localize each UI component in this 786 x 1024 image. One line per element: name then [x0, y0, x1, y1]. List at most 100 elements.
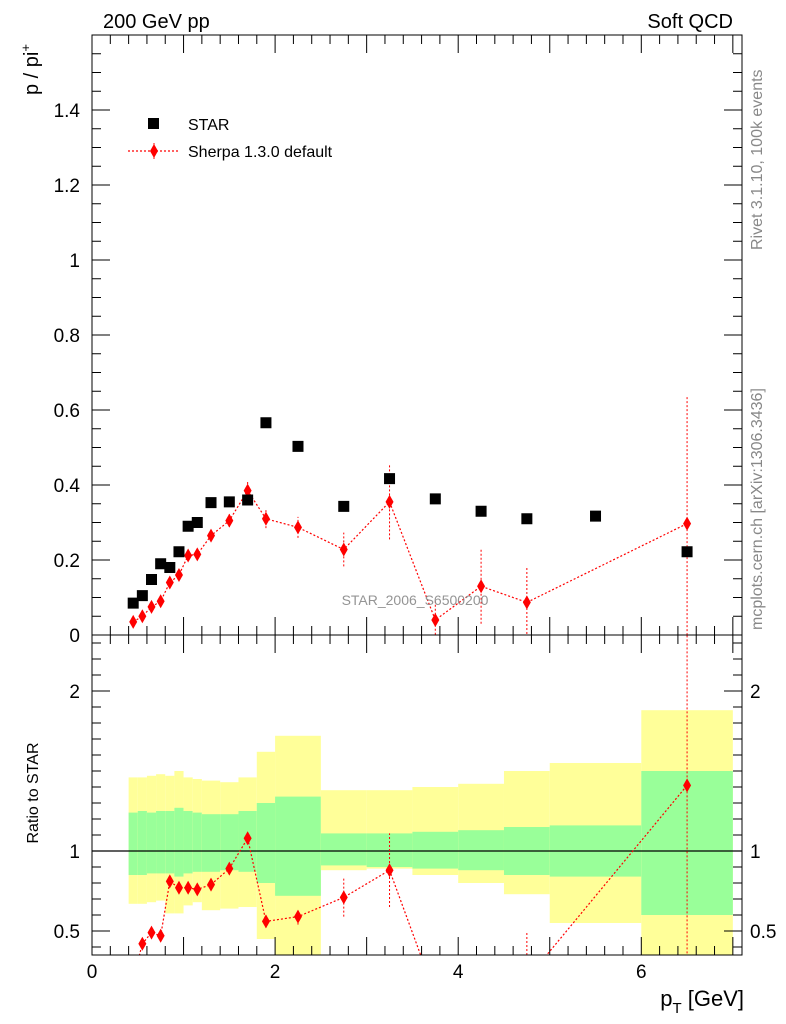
main-sherpa-point: [683, 516, 692, 531]
ratio-sherpa-point: [147, 925, 156, 940]
ratio-sherpa-point: [523, 972, 531, 986]
x-axis-label-unit: [GeV]: [682, 986, 744, 1011]
rivet-label: Rivet 3.1.10, 100k events: [749, 69, 766, 250]
x-tick-label: 6: [636, 962, 647, 983]
ratio-band-inner: [458, 830, 504, 871]
ratio-band-inner: [156, 811, 166, 874]
main-star-point: [155, 558, 167, 570]
ratio-sherpa-point: [129, 972, 137, 986]
ratio-ylabel: Ratio to STAR: [25, 742, 42, 843]
ratio-band-inner: [192, 812, 202, 872]
ratio-sherpa-point: [138, 936, 147, 951]
ratio-sherpa-point: [261, 914, 270, 929]
ratio-sherpa-point: [207, 877, 216, 892]
ratio-band-inner: [641, 771, 733, 915]
ratio-band-inner: [128, 812, 138, 875]
main-ytick-label: 0: [69, 626, 80, 647]
x-tick-label: 4: [453, 962, 464, 983]
main-sherpa-point: [193, 547, 202, 562]
main-sherpa-point: [138, 609, 147, 624]
main-sherpa-point: [243, 483, 252, 498]
main-sherpa-point: [165, 575, 174, 590]
x-tick-label: 2: [270, 962, 281, 983]
main-star-point: [205, 497, 217, 509]
ratio-band-inner: [183, 811, 193, 874]
ratio-sherpa-series: [129, 635, 692, 1024]
main-ytick-label: 0.2: [54, 551, 80, 572]
legend-star-marker: [148, 118, 159, 129]
ratio-band-inner: [275, 796, 321, 896]
x-tick-label: 0: [87, 962, 98, 983]
main-ytick-label: 0.6: [54, 401, 80, 422]
legend-sherpa-marker: [150, 144, 158, 158]
ratio-sherpa-point: [193, 882, 202, 897]
main-ylabel-sup: +: [18, 44, 33, 52]
ratio-band-inner: [165, 811, 175, 874]
main-sherpa-point: [147, 599, 156, 614]
main-sherpa-point: [174, 568, 183, 582]
legend-sherpa-label: Sherpa 1.3.0 default: [188, 144, 333, 161]
ratio-sherpa-point: [683, 778, 692, 793]
main-sherpa-point: [385, 494, 394, 509]
ratio-band-inner: [201, 814, 221, 872]
main-star-point: [242, 494, 254, 506]
ratio-panel: 0.5 0.5 1 1 2 2 0 2 4 6: [54, 634, 776, 1024]
ratio-band-inner: [220, 814, 239, 871]
main-sherpa-point: [207, 528, 216, 543]
header-right: Soft QCD: [647, 11, 733, 33]
main-star-point: [223, 496, 235, 508]
ratio-sherpa-point: [339, 890, 348, 905]
main-sherpa-point: [522, 595, 531, 610]
ratio-ytick-label: 0.5: [54, 922, 80, 943]
ratio-band-inner: [256, 803, 276, 883]
legend: STAR Sherpa 1.3.0 default: [128, 117, 333, 161]
main-star-point: [475, 505, 487, 517]
ratio-band-inner: [412, 831, 459, 869]
main-star-point: [384, 473, 396, 485]
main-ytick-label: 1.4: [54, 101, 81, 122]
main-star-point: [127, 597, 139, 609]
ratio-ytick-label-right: 0.5: [750, 922, 776, 943]
ratio-ytick-label: 1: [69, 842, 80, 863]
main-ytick-label: 0.4: [54, 476, 81, 497]
ratio-sherpa-point: [165, 874, 174, 889]
main-ytick-label: 0.8: [54, 326, 80, 347]
main-star-point: [146, 574, 158, 585]
svg-text:p / pi+: p / pi+: [18, 44, 43, 95]
ratio-ytick-label-right: 1: [750, 842, 761, 863]
main-sherpa-point: [184, 548, 193, 563]
ratio-bands: [128, 710, 733, 955]
main-star-point: [521, 513, 533, 525]
main-sherpa-series: [129, 396, 692, 635]
main-star-point: [182, 520, 194, 532]
ratio-ytick-label: 2: [69, 682, 80, 703]
main-star-point: [191, 517, 203, 528]
main-sherpa-point: [261, 511, 270, 526]
main-star-point: [136, 590, 148, 602]
main-sherpa-point: [156, 594, 165, 609]
ratio-sherpa-point: [156, 928, 165, 943]
ratio-band-inner: [320, 833, 367, 866]
main-star-point: [338, 500, 350, 512]
main-sherpa-point: [339, 542, 348, 557]
main-star-point: [173, 546, 185, 558]
ratio-sherpa-point: [477, 1020, 485, 1024]
main-sherpa-point: [431, 613, 440, 627]
main-star-point: [681, 546, 693, 558]
main-ylabel-text: p / pi: [21, 52, 43, 95]
mcplots-label: mcplots.cern.ch [arXiv:1306.3436]: [749, 388, 766, 630]
x-axis-label: pT [GeV]: [660, 986, 744, 1017]
main-star-point: [590, 510, 602, 522]
ratio-sherpa-point: [293, 909, 302, 924]
ratio-sherpa-point: [174, 880, 183, 895]
x-axis-label-sub: T: [672, 1000, 681, 1017]
main-sherpa-point: [225, 513, 234, 528]
main-ytick-label: 1.2: [54, 176, 80, 197]
ratio-sherpa-point: [431, 988, 439, 1002]
ratio-ytick-label-right: 2: [750, 682, 761, 703]
main-ylabel: p / pi+: [18, 44, 43, 95]
legend-star-label: STAR: [188, 117, 229, 134]
main-star-point: [164, 562, 176, 573]
main-star-point: [429, 493, 441, 505]
ratio-band-inner: [137, 811, 147, 875]
